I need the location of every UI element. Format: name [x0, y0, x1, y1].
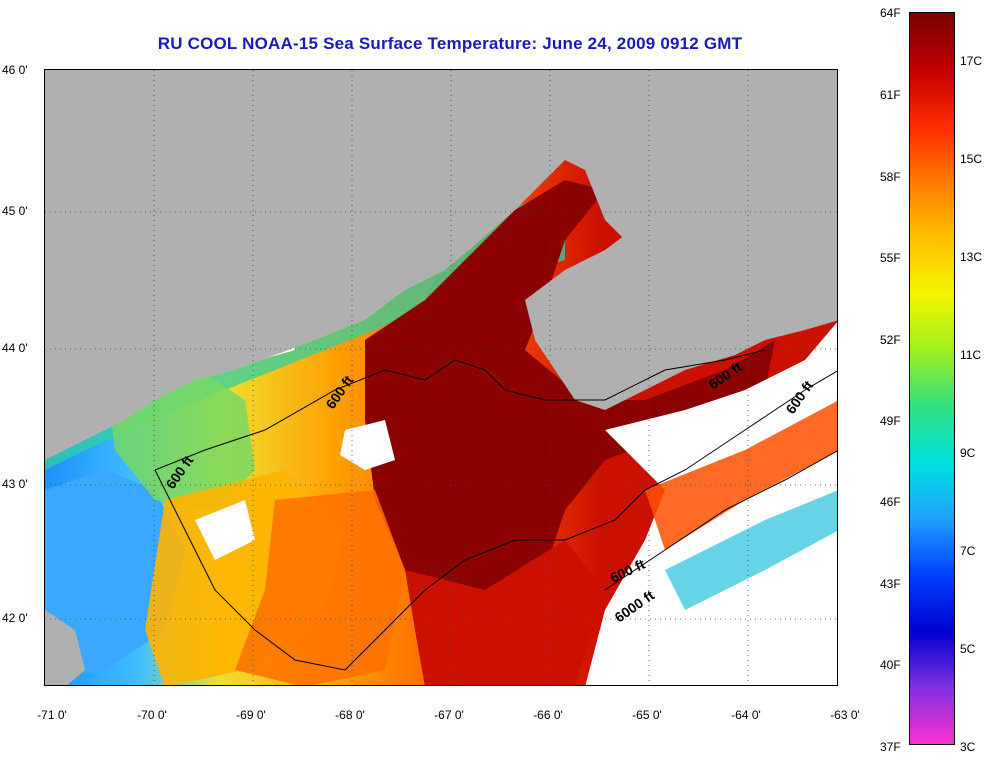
- colorbar-c-label: 9C: [960, 446, 976, 460]
- colorbar-c-label: 15C: [960, 152, 983, 166]
- cloud-patch: [195, 500, 255, 560]
- land-nova-scotia: [525, 180, 837, 410]
- lon-label: -69 0': [236, 708, 266, 722]
- land-mainland: [45, 70, 837, 460]
- sst-map-image: 600 ft 600 ft 600 ft 600 ft 600 ft 6000 …: [45, 70, 837, 685]
- land-cape-cod: [45, 610, 85, 685]
- colorbar-f-label: 46F: [880, 495, 901, 509]
- colorbar-f-label: 49F: [880, 414, 901, 428]
- lon-label: -70 0': [137, 708, 167, 722]
- colorbar-c-label: 7C: [960, 544, 976, 558]
- colorbar-c-label: 17C: [960, 54, 983, 68]
- colorbar-f-label: 61F: [880, 88, 901, 102]
- colorbar-f-label: 37F: [880, 740, 901, 754]
- lon-label: -63 0': [830, 708, 860, 722]
- colorbar-f-label: 58F: [880, 170, 901, 184]
- colorbar-c-label: 11C: [960, 348, 982, 362]
- lon-label: -68 0': [335, 708, 365, 722]
- colorbar-f-label: 52F: [880, 333, 901, 347]
- colorbar-c-label: 3C: [960, 740, 976, 754]
- lat-label: 45 0': [2, 204, 28, 218]
- warm-water-plume: [405, 540, 605, 685]
- lon-label: -65 0': [632, 708, 662, 722]
- colorbar-f-label: 64F: [880, 6, 901, 20]
- lon-label: -67 0': [434, 708, 464, 722]
- lon-label: -64 0': [731, 708, 761, 722]
- orange-water-plume: [235, 490, 405, 685]
- map-title: RU COOL NOAA-15 Sea Surface Temperature:…: [157, 34, 743, 53]
- lon-label: -71 0': [37, 708, 67, 722]
- colorbar-f-label: 55F: [880, 251, 901, 265]
- lat-label: 44 0': [2, 341, 28, 355]
- offshore-cool-streak: [665, 490, 837, 610]
- offshore-warm-streak: [645, 401, 837, 550]
- colorbar-c-label: 13C: [960, 250, 983, 264]
- lon-label: -66 0': [533, 708, 563, 722]
- colorbar-f-label: 40F: [880, 658, 901, 672]
- lat-label: 42 0': [2, 611, 28, 625]
- bathymetry-contours: [154, 349, 837, 671]
- sst-map: 600 ft 600 ft 600 ft 600 ft 600 ft 6000 …: [44, 69, 838, 686]
- cloud-patch: [340, 420, 395, 470]
- colorbar-c-label: 5C: [960, 642, 976, 656]
- colorbar-f-label: 43F: [880, 577, 901, 591]
- temperature-colorbar: [909, 12, 955, 745]
- warm-water-core: [365, 180, 775, 630]
- lat-label: 46 0': [2, 63, 28, 77]
- lat-label: 43 0': [2, 477, 28, 491]
